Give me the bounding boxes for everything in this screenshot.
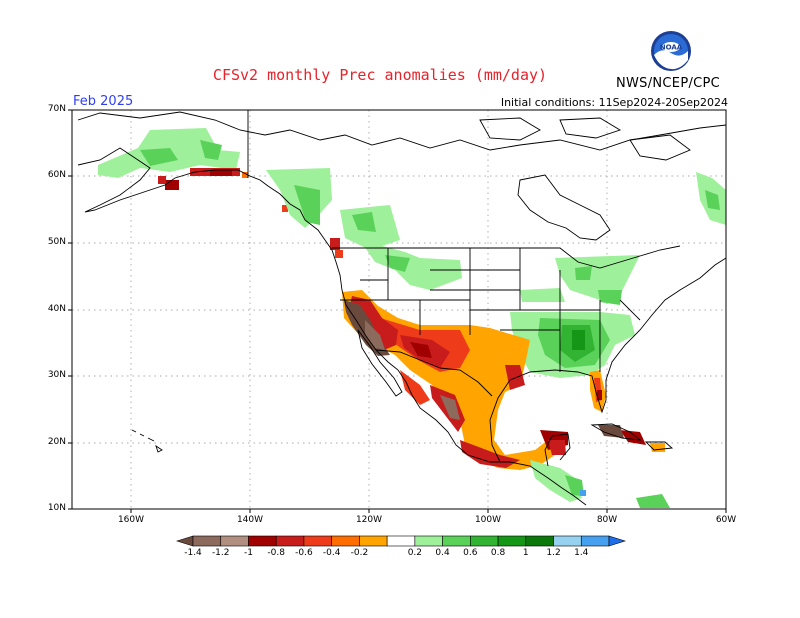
colorbar-tick-label: -0.4 <box>322 548 341 558</box>
colorbar-swatch <box>275 535 305 547</box>
colorbar-swatch <box>220 535 249 547</box>
lon-label-160w: 160W <box>117 515 145 525</box>
colorbar-swatch <box>608 535 627 547</box>
organization-label: NWS/NCEP/CPC <box>616 76 721 91</box>
lat-label-30n: 30N <box>47 370 66 380</box>
colorbar-swatch <box>248 535 277 547</box>
lat-label-70n: 70N <box>47 104 66 114</box>
colorbar-swatch <box>192 535 222 547</box>
colorbar-swatch <box>580 535 610 547</box>
colorbar-tick-label: 0.8 <box>490 548 506 558</box>
lon-label-80w: 80W <box>596 515 618 525</box>
colorbar-swatch <box>359 535 388 547</box>
svg-text:NOAA: NOAA <box>660 44 683 52</box>
colorbar-tick-label: -1 <box>243 548 253 558</box>
colorbar-swatch <box>331 535 360 547</box>
lon-label-60w: 60W <box>715 515 737 525</box>
lat-label-40n: 40N <box>47 304 66 314</box>
colorbar-tick-label: -1.4 <box>184 548 202 558</box>
lon-label-100w: 100W <box>474 515 502 525</box>
colorbar-tick-label: -0.6 <box>295 548 313 558</box>
coastlines <box>77 110 727 506</box>
colorbar-tick-label: 1.2 <box>546 548 561 558</box>
colorbar-tick-label: 1 <box>522 548 529 558</box>
colorbar-tick-label: 0.6 <box>463 548 478 558</box>
colorbar-swatch <box>303 535 332 547</box>
lat-label-20n: 20N <box>47 437 66 447</box>
anomaly-shading <box>98 128 726 508</box>
noaa-logo-icon: NOAA <box>651 31 691 71</box>
colorbar-swatch <box>175 535 194 547</box>
colorbar-swatch <box>442 535 471 547</box>
colorbar-swatch <box>470 535 499 547</box>
colorbar-swatch <box>497 535 527 547</box>
map-title: CFSv2 monthly Prec anomalies (mm/day) <box>212 66 548 84</box>
colorbar-swatch <box>386 535 416 547</box>
colorbar-swatches <box>175 535 627 547</box>
lat-lon-grid <box>72 110 726 509</box>
colorbar-swatch <box>553 535 582 547</box>
colorbar-tick-label: 1.4 <box>574 548 589 558</box>
colorbar-tick-label: -1.2 <box>211 548 230 558</box>
lon-label-140w: 140W <box>236 515 264 525</box>
lat-label-10n: 10N <box>47 503 66 513</box>
lat-label-50n: 50N <box>47 237 66 247</box>
lat-label-60n: 60N <box>47 170 66 180</box>
initial-conditions: Initial conditions: 11Sep2024-20Sep2024 <box>500 96 728 109</box>
colorbar-tick-label: 0.4 <box>435 548 450 558</box>
colorbar-tick-label: 0.2 <box>407 548 423 558</box>
lon-label-120w: 120W <box>355 515 383 525</box>
colorbar-tick-label: -0.8 <box>267 548 285 558</box>
colorbar-swatch <box>414 535 443 547</box>
forecast-period: Feb 2025 <box>73 94 134 109</box>
colorbar-swatch <box>525 535 554 547</box>
colorbar-tick-label: -0.2 <box>350 548 369 558</box>
